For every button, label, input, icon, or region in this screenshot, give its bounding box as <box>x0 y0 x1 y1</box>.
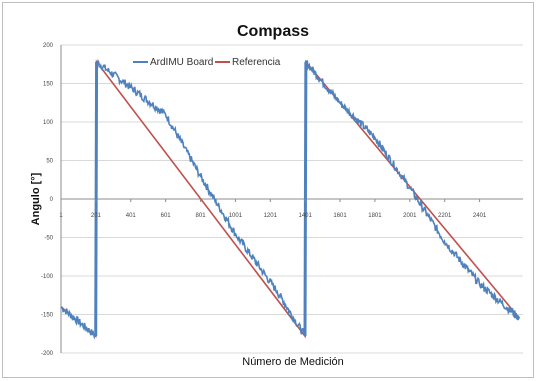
y-axis-title: Angulo [°] <box>30 172 42 225</box>
x-tick-label: 1401 <box>298 213 312 219</box>
x-tick-label: 1601 <box>333 213 347 219</box>
y-tick-label: 0 <box>50 197 54 203</box>
y-tick-label: 150 <box>43 82 54 88</box>
x-axis-title: Número de Medición <box>242 356 344 368</box>
chart-title: Compass <box>237 23 309 40</box>
y-tick-label: -150 <box>41 313 54 319</box>
y-tick-label: -50 <box>44 236 53 242</box>
compass-chart: Compass ArdIMU Board Referencia 20015010… <box>30 23 523 368</box>
y-tick-label: 200 <box>43 43 54 49</box>
x-tick-label: 1 <box>59 213 63 219</box>
x-tick-label: 2001 <box>403 213 417 219</box>
x-tick-label: 401 <box>126 213 137 219</box>
y-tick-label: 100 <box>43 120 54 126</box>
x-tick-label: 1201 <box>264 213 278 219</box>
series-line-ardimu-board <box>60 58 521 340</box>
chart-frame: Compass ArdIMU Board Referencia 200 150 10… <box>2 2 534 378</box>
x-tick-label: 1001 <box>229 213 243 219</box>
x-tick-label: 1801 <box>368 213 382 219</box>
x-tick-label: 801 <box>196 213 207 219</box>
x-tick-label: 2401 <box>473 213 487 219</box>
y-tick-label: -100 <box>41 274 54 280</box>
x-tick-label: 2201 <box>438 213 452 219</box>
y-tick-label: -200 <box>41 351 54 357</box>
legend-label-referencia: Referencia <box>232 57 281 68</box>
x-tick-label: 201 <box>91 213 102 219</box>
legend: ArdIMU Board Referencia <box>133 57 281 68</box>
y-tick-label: 50 <box>46 159 53 165</box>
legend-label-ardimu: ArdIMU Board <box>150 57 213 68</box>
x-tick-label: 601 <box>161 213 172 219</box>
